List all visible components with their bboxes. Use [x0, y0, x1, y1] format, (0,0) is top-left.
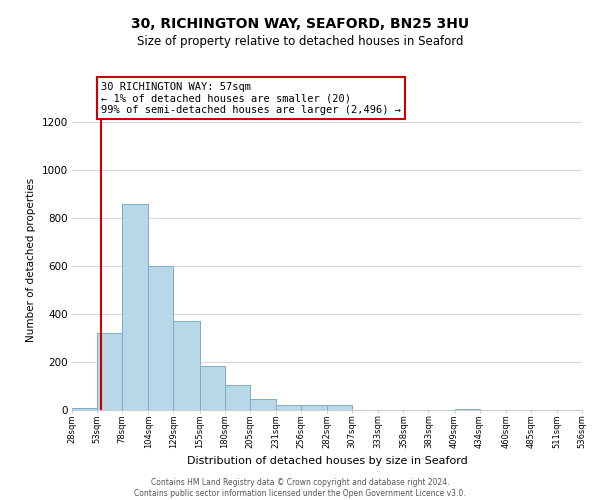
- Text: Contains HM Land Registry data © Crown copyright and database right 2024.
Contai: Contains HM Land Registry data © Crown c…: [134, 478, 466, 498]
- Bar: [455, 409, 479, 410]
- Text: Size of property relative to detached houses in Seaford: Size of property relative to detached ho…: [137, 35, 463, 48]
- Bar: [97, 333, 122, 410]
- Bar: [224, 385, 250, 410]
- Bar: [301, 405, 327, 410]
- Bar: [148, 266, 173, 410]
- Bar: [122, 204, 148, 410]
- Bar: [276, 405, 301, 410]
- Text: 30, RICHINGTON WAY, SEAFORD, BN25 3HU: 30, RICHINGTON WAY, SEAFORD, BN25 3HU: [131, 18, 469, 32]
- Text: 30 RICHINGTON WAY: 57sqm
← 1% of detached houses are smaller (20)
99% of semi-de: 30 RICHINGTON WAY: 57sqm ← 1% of detache…: [101, 82, 401, 115]
- Bar: [327, 405, 352, 410]
- Bar: [173, 321, 199, 410]
- Bar: [72, 408, 97, 410]
- Bar: [199, 366, 224, 410]
- Y-axis label: Number of detached properties: Number of detached properties: [26, 178, 36, 342]
- Bar: [250, 399, 276, 410]
- X-axis label: Distribution of detached houses by size in Seaford: Distribution of detached houses by size …: [187, 456, 467, 466]
